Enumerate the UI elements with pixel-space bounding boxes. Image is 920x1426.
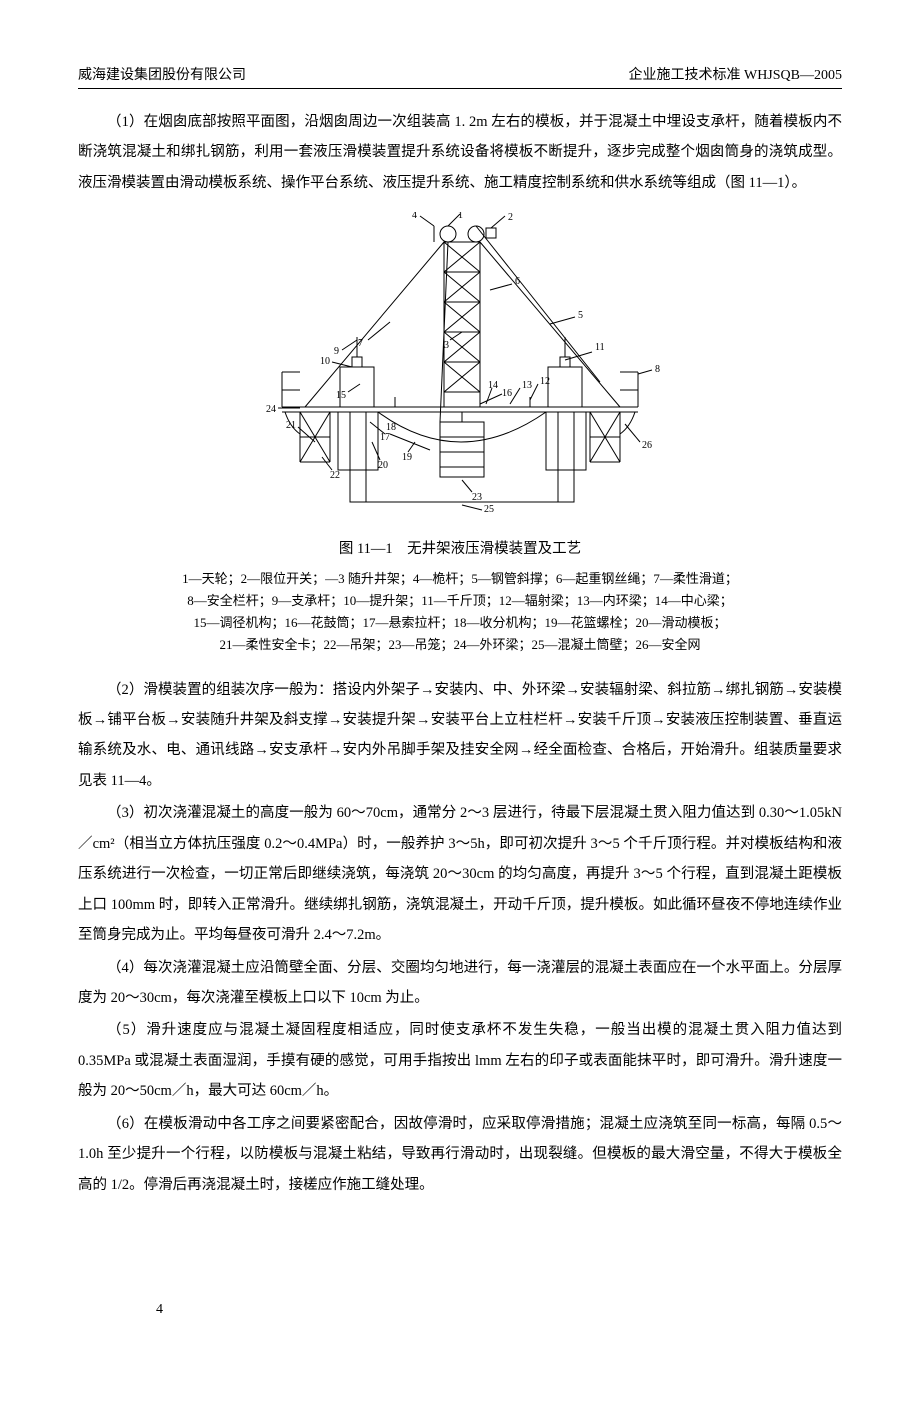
fig-label-3: 3 — [444, 340, 449, 351]
legend-line-4: 21—柔性安全卡；22—吊架；23—吊笼；24—外环梁；25—混凝土筒壁；26—… — [78, 634, 842, 656]
fig-label-11: 11 — [595, 342, 605, 353]
legend-line-2: 8—安全栏杆；9—支承杆；10—提升架；11—千斤顶；12—辐射梁；13—内环梁… — [78, 590, 842, 612]
slipform-diagram-svg: 1 2 3 4 5 6 7 8 9 10 11 12 13 14 15 16 1 — [230, 212, 690, 512]
figure-11-1: 1 2 3 4 5 6 7 8 9 10 11 12 13 14 15 16 1 — [78, 212, 842, 656]
fig-label-13: 13 — [522, 380, 532, 391]
paragraph-6: （6）在模板滑动中各工序之间要紧密配合，因故停滑时，应采取停滑措施；混凝土应浇筑… — [78, 1109, 842, 1200]
fig-label-16: 16 — [502, 388, 512, 399]
page-header: 威海建设集团股份有限公司 企业施工技术标准 WHJSQB—2005 — [78, 64, 842, 89]
figure-diagram: 1 2 3 4 5 6 7 8 9 10 11 12 13 14 15 16 1 — [230, 212, 690, 523]
fig-label-18: 18 — [386, 422, 396, 433]
fig-label-5: 5 — [578, 310, 583, 321]
fig-label-12: 12 — [540, 376, 550, 387]
paragraph-2: （2）滑模装置的组装次序一般为：搭设内外架子→安装内、中、外环梁→安装辐射梁、斜… — [78, 675, 842, 797]
fig-label-6: 6 — [515, 276, 520, 287]
fig-label-19: 19 — [402, 452, 412, 463]
fig-label-9: 9 — [334, 346, 339, 357]
fig-label-24: 24 — [266, 404, 276, 415]
header-company: 威海建设集团股份有限公司 — [78, 64, 246, 84]
fig-label-8: 8 — [655, 364, 660, 375]
fig-label-20: 20 — [378, 460, 388, 471]
fig-label-7: 7 — [358, 338, 363, 349]
legend-line-3: 15—调径机构；16—花鼓筒；17—悬索拉杆；18—收分机构；19—花篮螺栓；2… — [78, 612, 842, 634]
fig-label-17: 17 — [380, 432, 390, 443]
fig-label-4: 4 — [412, 212, 417, 221]
fig-label-21: 21 — [286, 420, 296, 431]
fig-label-25: 25 — [484, 504, 494, 512]
paragraph-5: （5）滑升速度应与混凝土凝固程度相适应，同时使支承杯不发生失稳，一般当出模的混凝… — [78, 1015, 842, 1106]
legend-line-1: 1—天轮；2—限位开关；—3 随升井架；4—桅杆；5—钢管斜撑；6—起重钢丝绳；… — [78, 568, 842, 590]
fig-label-26: 26 — [642, 440, 652, 451]
paragraph-3: （3）初次浇灌混凝土的高度一般为 60～70cm，通常分 2～3 层进行，待最下… — [78, 798, 842, 950]
page-number: 4 — [156, 1302, 163, 1318]
fig-label-2: 2 — [508, 212, 513, 223]
fig-label-10: 10 — [320, 356, 330, 367]
figure-legend: 1—天轮；2—限位开关；—3 随升井架；4—桅杆；5—钢管斜撑；6—起重钢丝绳；… — [78, 568, 842, 656]
paragraph-4: （4）每次浇灌混凝土应沿筒壁全面、分层、交圈均匀地进行，每一浇灌层的混凝土表面应… — [78, 953, 842, 1014]
fig-label-23: 23 — [472, 492, 482, 503]
fig-label-22: 22 — [330, 470, 340, 481]
header-standard: 企业施工技术标准 WHJSQB—2005 — [628, 64, 842, 84]
fig-label-15: 15 — [336, 390, 346, 401]
document-body: （1）在烟囱底部按照平面图，沿烟囱周边一次组装高 1. 2m 左右的模板，并于混… — [78, 107, 842, 1200]
fig-label-14: 14 — [488, 380, 498, 391]
figure-caption: 图 11—1 无井架液压滑模装置及工艺 — [78, 534, 842, 564]
fig-label-1: 1 — [458, 212, 463, 221]
paragraph-1: （1）在烟囱底部按照平面图，沿烟囱周边一次组装高 1. 2m 左右的模板，并于混… — [78, 107, 842, 198]
